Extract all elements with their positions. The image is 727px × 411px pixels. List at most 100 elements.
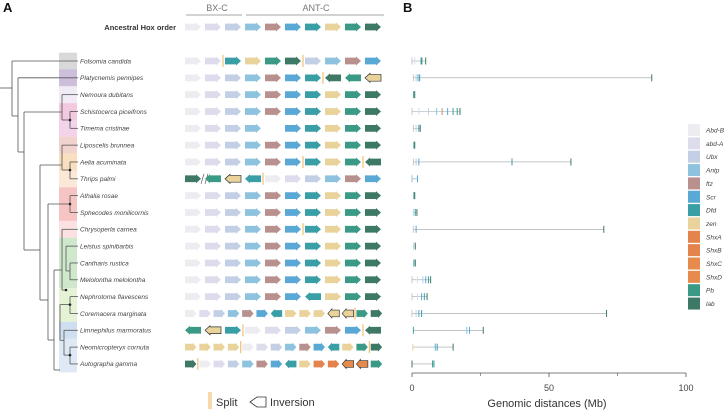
- legend-swatch-lab: [688, 297, 700, 310]
- gene-arrow-AbdB: [199, 359, 211, 369]
- gene-arrow-AbdB: [185, 106, 201, 116]
- gene-arrow-zen: [185, 342, 197, 352]
- gene-arrow-lab: [365, 292, 381, 302]
- gene-arrow-Scr: [285, 106, 301, 116]
- gene-arrow-abdA: [205, 224, 221, 234]
- legend-label: abd-A: [706, 141, 723, 148]
- tree-node: [68, 202, 72, 206]
- gene-arrow-Scr: [285, 157, 301, 167]
- gene-arrow-abdA: [205, 90, 221, 100]
- gene-arrow-ftz: [265, 90, 281, 100]
- legend-swatch-abdA: [688, 137, 700, 150]
- gene-arrow-ftz: [265, 258, 281, 268]
- gene-arrow-Dfd: [305, 73, 321, 83]
- gene-arrow-Antp: [245, 73, 261, 83]
- gene-arrow-Antp: [245, 275, 261, 285]
- species-name: Nephrotoma flavescens: [80, 294, 149, 301]
- gene-arrow-zen: [325, 224, 341, 234]
- legend-label: ShxD: [706, 274, 722, 281]
- gene-arrow-Ubx: [285, 325, 301, 335]
- gene-arrow-ftz: [265, 275, 281, 285]
- gene-arrow-Scr: [285, 140, 301, 150]
- gene-arrow-zen: [364, 72, 382, 84]
- legend-label: ShxC: [706, 261, 722, 268]
- gene-arrow-Scr: [313, 342, 325, 352]
- gene-arrow-Antp: [245, 191, 261, 201]
- legend-label: zen: [705, 221, 717, 228]
- gene-arrow-lab: [370, 308, 383, 318]
- gene-arrow-Antp: [245, 140, 261, 150]
- clade-color-box: [59, 338, 77, 356]
- gene-arrow-abdA: [205, 22, 221, 32]
- gene-arrow-Ubx: [225, 90, 241, 100]
- gene-arrow-abdA: [199, 308, 211, 318]
- gene-arrow-abdA: [205, 275, 221, 285]
- tree-node: [68, 118, 72, 122]
- gene-arrow-Pb: [185, 325, 201, 335]
- gene-arrow-Antp: [242, 359, 254, 369]
- gene-arrow-lab: [325, 73, 341, 83]
- gene-arrow-Scr: [256, 308, 268, 318]
- gene-arrow-Scr: [285, 275, 301, 285]
- gene-arrow-Antp: [227, 308, 240, 318]
- gene-arrow-ftz: [265, 106, 281, 116]
- gene-arrow-Pb: [345, 106, 361, 116]
- x-tick-label: 100: [678, 383, 693, 393]
- legend-swatch-ShxB: [688, 244, 700, 257]
- gene-arrow-AbdB: [185, 207, 201, 217]
- gene-arrow-ftz: [325, 325, 341, 335]
- gene-arrow-ShxA: [313, 359, 325, 369]
- gene-arrow-Dfd: [305, 106, 321, 116]
- tree-node: [68, 168, 72, 172]
- gene-arrow-lab: [365, 207, 381, 217]
- gene-arrow-Pb: [345, 123, 361, 133]
- gene-arrow-Pb: [345, 90, 361, 100]
- species-name: Nemoura dubitans: [80, 92, 134, 99]
- gene-arrow-lab: [365, 275, 381, 285]
- gene-arrow-ftz: [265, 241, 281, 251]
- gene-arrow-lab: [365, 106, 381, 116]
- gene-arrow-Pb: [345, 258, 361, 268]
- gene-arrow-Pb: [345, 224, 361, 234]
- gene-arrow-AbdB: [185, 73, 201, 83]
- gene-arrow-abdA: [285, 174, 301, 184]
- gene-arrow-zen: [341, 308, 354, 319]
- ancestral-label: Ancestral Hox order: [104, 23, 176, 32]
- gene-arrow-zen: [299, 359, 311, 369]
- gene-arrow-Antp: [245, 90, 261, 100]
- gene-arrow-Dfd: [245, 174, 261, 184]
- gene-arrow-AbdB: [185, 241, 201, 251]
- gene-arrow-Ubx: [225, 191, 241, 201]
- gene-arrow-Ubx: [225, 258, 241, 268]
- clade-color-box: [59, 187, 77, 205]
- bxc-header: BX-C: [206, 3, 228, 13]
- gene-arrow-zen: [325, 140, 341, 150]
- gene-arrow-Dfd: [305, 90, 321, 100]
- gene-arrow-Antp: [245, 207, 261, 217]
- legend-swatch-Pb: [688, 284, 700, 297]
- gene-arrow-Pb: [345, 73, 361, 83]
- gene-arrow-AbdB: [185, 22, 201, 32]
- gene-arrow-Dfd: [305, 275, 321, 285]
- gene-arrow-Antp: [325, 174, 341, 184]
- gene-arrow-lab: [365, 191, 381, 201]
- panel-b-label: B: [403, 0, 412, 15]
- legend-swatch-Dfd: [688, 204, 700, 217]
- gene-arrow-Ubx: [225, 275, 241, 285]
- x-tick-label: 50: [544, 383, 554, 393]
- gene-arrow-lab: [365, 157, 381, 167]
- species-name: Limnephilus marmoratus: [80, 328, 152, 335]
- legend-label: Dfd: [706, 208, 717, 215]
- gene-arrow-Ubx: [225, 123, 241, 133]
- clade-color-box: [59, 119, 77, 137]
- gene-arrow-zen: [285, 308, 297, 318]
- gene-arrow-Scr: [285, 22, 301, 32]
- gene-arrow-Antp: [245, 106, 261, 116]
- gene-arrow-Scr: [285, 191, 301, 201]
- gene-arrow-AbdB: [185, 56, 201, 66]
- gene-arrow-Antp: [305, 325, 321, 335]
- gene-arrow-Ubx: [225, 241, 241, 251]
- gene-arrow-Antp: [285, 342, 297, 352]
- gene-arrow-ShxC: [341, 358, 354, 370]
